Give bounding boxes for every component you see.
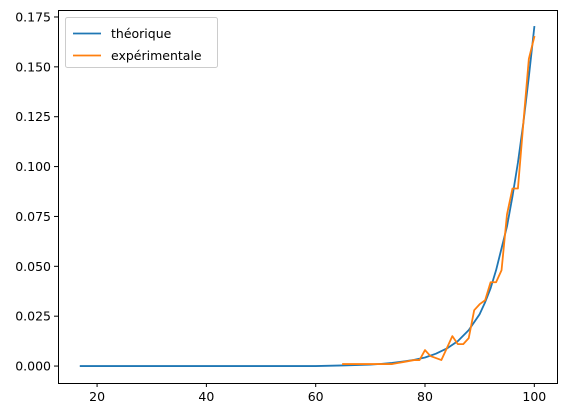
y-tick-label: 0.050	[15, 259, 51, 274]
series-line-experimentale	[342, 35, 536, 365]
legend-box	[65, 17, 218, 68]
x-tick-label: 80	[417, 389, 433, 404]
x-tick-label: 20	[89, 389, 105, 404]
x-tick-label: 60	[308, 389, 324, 404]
x-tick-label: 100	[522, 389, 546, 404]
legend-label-theorique: théorique	[111, 26, 172, 41]
legend-label-experimentale: expérimentale	[111, 48, 202, 63]
legend: théorique expérimentale	[65, 17, 218, 68]
axes-frame	[58, 10, 558, 384]
series-lines	[79, 25, 536, 367]
y-tick-label: 0.075	[15, 209, 51, 224]
y-tick-label: 0.175	[15, 9, 51, 24]
y-tick-label: 0.150	[15, 59, 51, 74]
x-axis: 20 40 60 80 100	[89, 383, 546, 404]
x-tick-label: 40	[198, 389, 214, 404]
y-tick-label: 0.100	[15, 159, 51, 174]
y-tick-label: 0.000	[15, 359, 51, 374]
y-tick-label: 0.125	[15, 109, 51, 124]
y-tick-label: 0.025	[15, 309, 51, 324]
y-axis: 0.000 0.025 0.050 0.075 0.100 0.125 0.150 0.175	[15, 9, 58, 374]
